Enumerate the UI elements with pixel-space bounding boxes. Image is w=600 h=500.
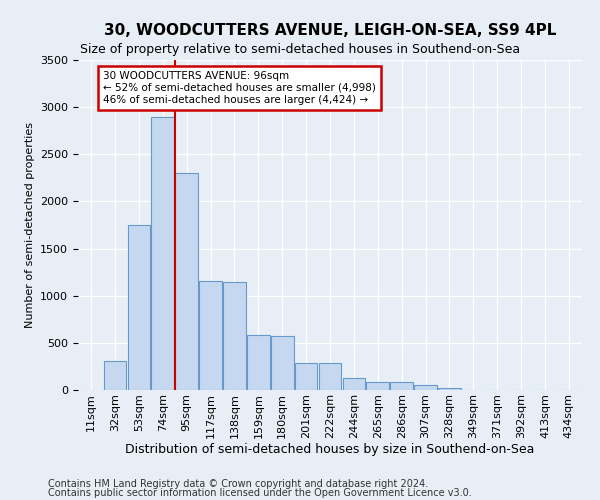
Text: Contains HM Land Registry data © Crown copyright and database right 2024.: Contains HM Land Registry data © Crown c… bbox=[48, 479, 428, 489]
Bar bbox=[271, 336, 293, 390]
Text: Contains public sector information licensed under the Open Government Licence v3: Contains public sector information licen… bbox=[48, 488, 472, 498]
Bar bbox=[223, 282, 246, 390]
Bar bbox=[414, 385, 437, 390]
Bar bbox=[247, 336, 269, 390]
Bar bbox=[175, 173, 198, 390]
Bar bbox=[151, 116, 174, 390]
Bar bbox=[343, 378, 365, 390]
Text: Size of property relative to semi-detached houses in Southend-on-Sea: Size of property relative to semi-detach… bbox=[80, 42, 520, 56]
X-axis label: Distribution of semi-detached houses by size in Southend-on-Sea: Distribution of semi-detached houses by … bbox=[125, 444, 535, 456]
Title: 30, WOODCUTTERS AVENUE, LEIGH-ON-SEA, SS9 4PL: 30, WOODCUTTERS AVENUE, LEIGH-ON-SEA, SS… bbox=[104, 23, 556, 38]
Bar bbox=[104, 361, 127, 390]
Bar bbox=[128, 225, 150, 390]
Bar bbox=[295, 362, 317, 390]
Bar bbox=[438, 388, 461, 390]
Y-axis label: Number of semi-detached properties: Number of semi-detached properties bbox=[25, 122, 35, 328]
Bar bbox=[367, 382, 389, 390]
Bar bbox=[319, 363, 341, 390]
Text: 30 WOODCUTTERS AVENUE: 96sqm
← 52% of semi-detached houses are smaller (4,998)
4: 30 WOODCUTTERS AVENUE: 96sqm ← 52% of se… bbox=[103, 72, 376, 104]
Bar bbox=[199, 280, 222, 390]
Bar bbox=[391, 382, 413, 390]
